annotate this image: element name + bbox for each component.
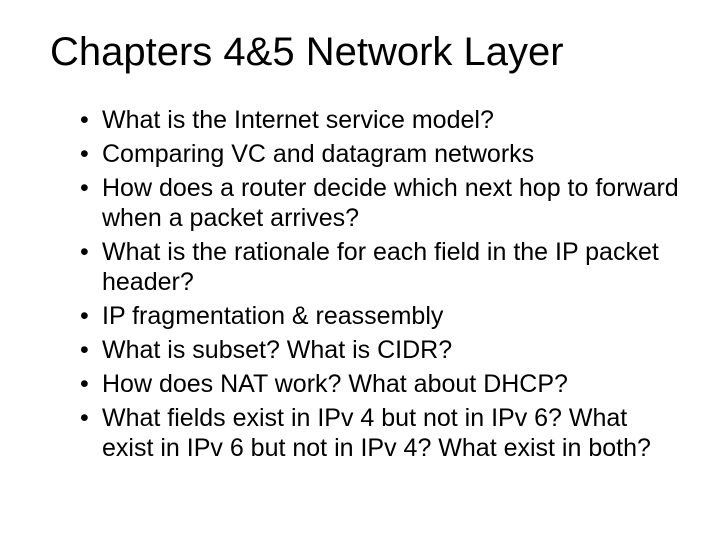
slide: Chapters 4&5 Network Layer What is the I…	[0, 0, 720, 540]
list-item: What is subset? What is CIDR?	[80, 335, 680, 365]
list-item: What is the rationale for each field in …	[80, 237, 680, 297]
list-item: What fields exist in IPv 4 but not in IP…	[80, 403, 680, 463]
slide-title: Chapters 4&5 Network Layer	[50, 30, 680, 75]
list-item: Comparing VC and datagram networks	[80, 139, 680, 169]
bullet-list: What is the Internet service model? Comp…	[50, 105, 680, 463]
list-item: How does a router decide which next hop …	[80, 173, 680, 233]
list-item: How does NAT work? What about DHCP?	[80, 369, 680, 399]
list-item: What is the Internet service model?	[80, 105, 680, 135]
list-item: IP fragmentation & reassembly	[80, 301, 680, 331]
